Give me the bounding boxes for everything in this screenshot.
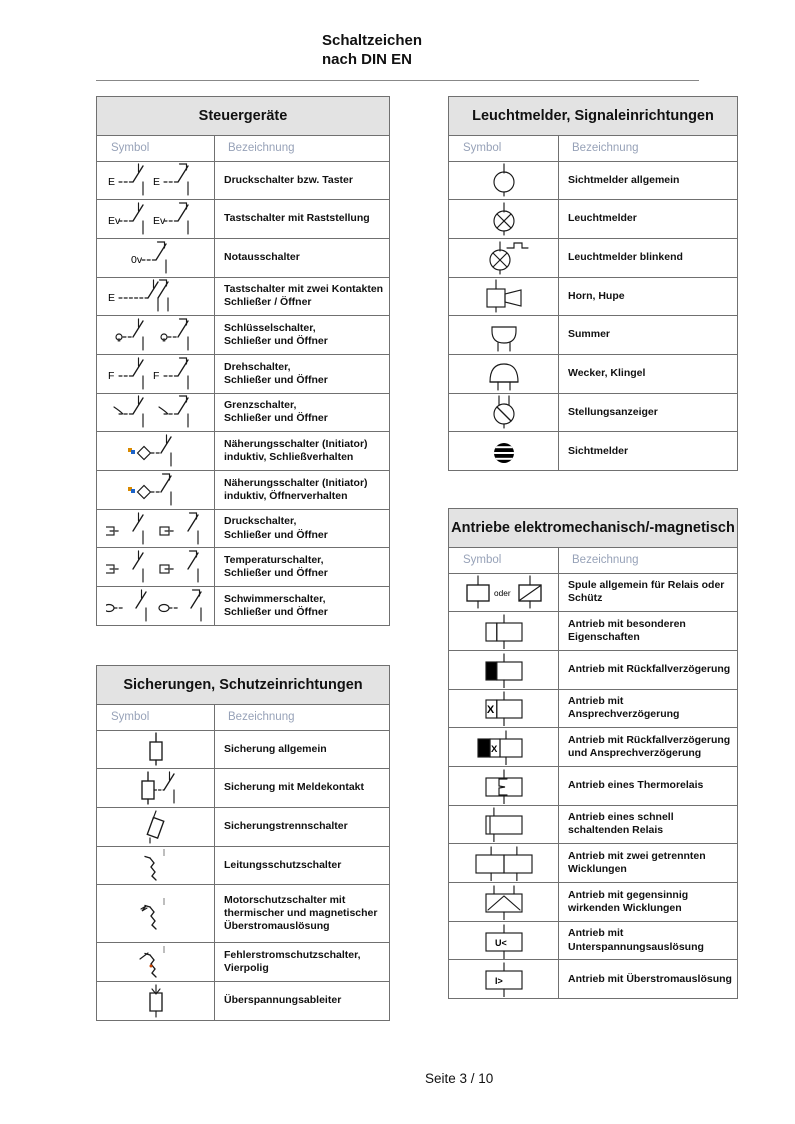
svg-text:oder: oder xyxy=(494,588,511,598)
svg-text:X: X xyxy=(486,704,494,716)
svg-text:I>: I> xyxy=(495,976,503,986)
svg-text:F: F xyxy=(153,370,159,382)
svg-text:U<: U< xyxy=(495,938,507,948)
svg-text:F: F xyxy=(108,370,114,382)
svg-text:0v: 0v xyxy=(131,254,143,266)
svg-text:X: X xyxy=(491,744,498,755)
svg-text:E: E xyxy=(108,292,115,304)
svg-text:E: E xyxy=(108,176,115,188)
svg-text:E: E xyxy=(153,176,160,188)
